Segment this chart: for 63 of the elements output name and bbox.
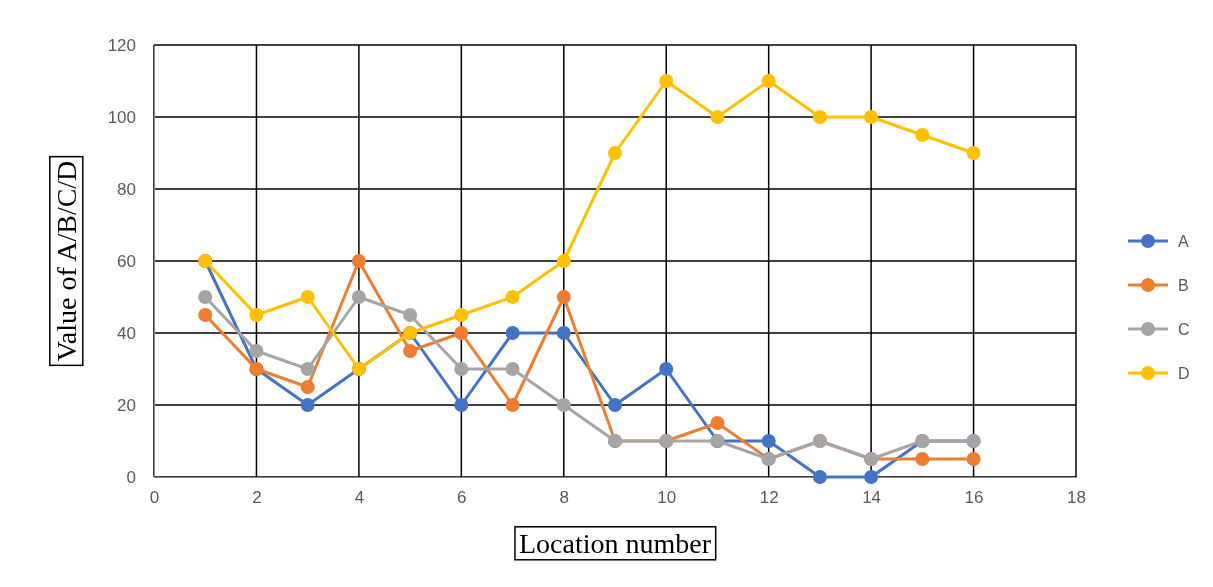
x-tick-label: 16	[964, 488, 984, 508]
point	[761, 74, 776, 88]
y-tick-label: 40	[117, 323, 136, 343]
point	[403, 308, 418, 322]
point	[300, 362, 315, 376]
point	[505, 398, 520, 412]
point	[300, 398, 315, 412]
x-tick-label: 4	[354, 488, 365, 508]
x-tick-label: 6	[457, 488, 467, 508]
point	[403, 344, 418, 358]
point	[505, 290, 520, 304]
legend-label: D	[1178, 364, 1190, 382]
y-axis-title: Value of A/B/C/D	[50, 160, 82, 362]
point	[454, 362, 469, 376]
point	[198, 308, 213, 322]
point	[659, 74, 674, 88]
legend-label: C	[1178, 320, 1190, 338]
point	[556, 290, 571, 304]
y-tick-label: 120	[107, 35, 136, 55]
point	[454, 308, 469, 322]
y-tick-label: 0	[126, 467, 136, 487]
point	[454, 326, 469, 340]
point	[351, 254, 366, 268]
point	[864, 110, 879, 124]
y-tick-label: 20	[117, 395, 136, 415]
point	[966, 146, 981, 160]
point	[710, 110, 725, 124]
point	[198, 290, 213, 304]
legend-label: A	[1178, 232, 1189, 250]
x-tick-label: 18	[1067, 488, 1086, 508]
legend-label: B	[1178, 276, 1189, 294]
point	[300, 380, 315, 394]
point	[300, 290, 315, 304]
point	[812, 110, 827, 124]
point	[864, 470, 879, 484]
point	[505, 326, 520, 340]
x-tick-label: 14	[862, 488, 882, 508]
point	[608, 146, 622, 160]
point	[812, 470, 827, 484]
x-tick-label: 2	[252, 488, 262, 508]
point	[556, 326, 571, 340]
point	[454, 398, 469, 412]
point	[915, 128, 930, 142]
y-tick-label: 100	[107, 107, 136, 127]
point	[710, 416, 725, 430]
x-tick-label: 12	[759, 488, 779, 508]
point	[351, 290, 366, 304]
point	[556, 254, 571, 268]
x-tick-label: 0	[149, 488, 160, 508]
x-axis-title: Location number	[518, 527, 712, 559]
point	[556, 398, 571, 412]
point	[249, 308, 264, 322]
point	[659, 362, 674, 376]
point	[915, 452, 930, 466]
point	[608, 398, 622, 412]
point	[966, 452, 981, 466]
y-tick-label: 60	[117, 251, 136, 271]
x-tick-label: 8	[559, 488, 570, 508]
x-tick-label: 10	[657, 488, 677, 508]
point	[761, 434, 776, 448]
point	[505, 362, 520, 376]
point	[249, 344, 264, 358]
y-tick-label: 80	[117, 179, 136, 199]
